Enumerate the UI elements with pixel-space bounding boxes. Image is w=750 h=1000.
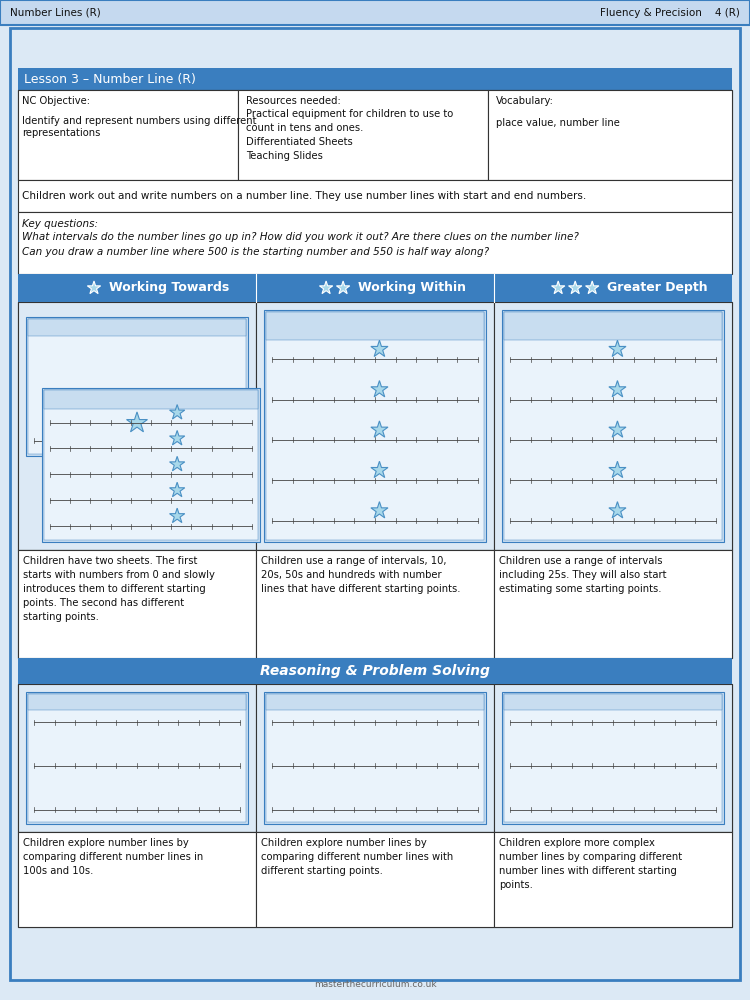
Bar <box>18 832 256 927</box>
Bar <box>238 90 488 180</box>
Polygon shape <box>87 281 100 294</box>
Polygon shape <box>371 421 388 437</box>
Bar <box>502 310 724 542</box>
Bar <box>44 390 258 540</box>
Bar <box>256 550 494 658</box>
Bar <box>266 694 484 822</box>
Bar <box>18 90 732 180</box>
Bar <box>28 319 246 336</box>
Bar <box>18 550 256 658</box>
Bar <box>0 0 750 25</box>
Bar <box>264 310 486 542</box>
Polygon shape <box>609 502 626 518</box>
Bar <box>28 694 246 822</box>
Polygon shape <box>371 461 388 478</box>
Bar <box>18 658 732 684</box>
Bar <box>18 274 732 302</box>
Bar <box>18 684 732 832</box>
Bar <box>18 832 732 927</box>
Bar <box>18 302 732 550</box>
Bar <box>494 302 732 550</box>
Text: Practical equipment for children to use to
count in tens and ones.
Differentiate: Practical equipment for children to use … <box>246 109 453 161</box>
Bar <box>266 312 484 340</box>
Bar <box>28 694 246 710</box>
Polygon shape <box>609 461 626 478</box>
Polygon shape <box>170 405 184 419</box>
Bar <box>266 312 484 540</box>
Text: Fluency & Precision    4 (R): Fluency & Precision 4 (R) <box>600 7 740 17</box>
Bar <box>18 550 732 658</box>
Text: Reasoning & Problem Solving: Reasoning & Problem Solving <box>260 664 490 678</box>
Text: Number Lines (R): Number Lines (R) <box>10 7 101 17</box>
Bar <box>502 692 724 824</box>
Text: Children explore number lines by
comparing different number lines in
100s and 10: Children explore number lines by compari… <box>23 838 203 876</box>
Polygon shape <box>170 482 184 497</box>
Polygon shape <box>170 508 184 523</box>
Text: Children use a range of intervals
including 25s. They will also start
estimating: Children use a range of intervals includ… <box>499 556 667 594</box>
Text: Key questions:: Key questions: <box>22 219 98 229</box>
Polygon shape <box>371 502 388 518</box>
Text: Vocabulary:: Vocabulary: <box>496 96 554 106</box>
Text: Resources needed:: Resources needed: <box>246 96 340 106</box>
Polygon shape <box>586 281 598 294</box>
Polygon shape <box>609 340 626 356</box>
Bar <box>504 312 722 540</box>
Bar <box>504 312 722 340</box>
Bar <box>494 832 732 927</box>
Text: NC Objective:: NC Objective: <box>22 96 90 106</box>
Text: Lesson 3 – Number Line (R): Lesson 3 – Number Line (R) <box>24 73 196 86</box>
Bar <box>494 550 732 658</box>
Bar <box>504 694 722 822</box>
Polygon shape <box>337 281 350 294</box>
Bar <box>18 684 256 832</box>
Polygon shape <box>320 281 333 294</box>
Polygon shape <box>551 281 565 294</box>
Bar <box>44 390 258 409</box>
Bar <box>42 388 260 542</box>
Text: place value, number line: place value, number line <box>496 118 620 128</box>
Polygon shape <box>127 412 148 432</box>
Polygon shape <box>609 421 626 437</box>
Bar <box>256 302 494 550</box>
Bar <box>256 684 494 832</box>
Bar <box>18 212 732 274</box>
Text: Greater Depth: Greater Depth <box>608 282 708 294</box>
Polygon shape <box>609 381 626 397</box>
Bar <box>26 317 248 456</box>
Bar <box>256 832 494 927</box>
Polygon shape <box>371 340 388 356</box>
Text: Children explore number lines by
comparing different number lines with
different: Children explore number lines by compari… <box>261 838 453 876</box>
Text: masterthecurriculum.co.uk: masterthecurriculum.co.uk <box>314 980 436 989</box>
Text: Working Within: Working Within <box>358 282 466 294</box>
Bar <box>26 692 248 824</box>
Text: What intervals do the number lines go up in? How did you work it out? Are there : What intervals do the number lines go up… <box>22 232 579 257</box>
Text: Children have two sheets. The first
starts with numbers from 0 and slowly
introd: Children have two sheets. The first star… <box>23 556 214 622</box>
Text: Identify and represent numbers using different
representations: Identify and represent numbers using dif… <box>22 116 256 138</box>
Bar <box>18 302 256 550</box>
Text: Children explore more complex
number lines by comparing different
number lines w: Children explore more complex number lin… <box>499 838 682 890</box>
Polygon shape <box>371 381 388 397</box>
Bar <box>264 692 486 824</box>
Bar <box>266 694 484 710</box>
Polygon shape <box>170 456 184 471</box>
Bar <box>28 319 246 454</box>
Text: Children use a range of intervals, 10,
20s, 50s and hundreds with number
lines t: Children use a range of intervals, 10, 2… <box>261 556 460 594</box>
Polygon shape <box>170 430 184 445</box>
Text: Children work out and write numbers on a number line. They use number lines with: Children work out and write numbers on a… <box>22 191 586 201</box>
Bar <box>18 68 732 90</box>
Bar <box>18 90 238 180</box>
Text: Working Towards: Working Towards <box>109 282 230 294</box>
Bar <box>18 180 732 212</box>
Polygon shape <box>568 281 582 294</box>
Bar <box>488 90 732 180</box>
Bar <box>494 684 732 832</box>
Bar <box>504 694 722 710</box>
